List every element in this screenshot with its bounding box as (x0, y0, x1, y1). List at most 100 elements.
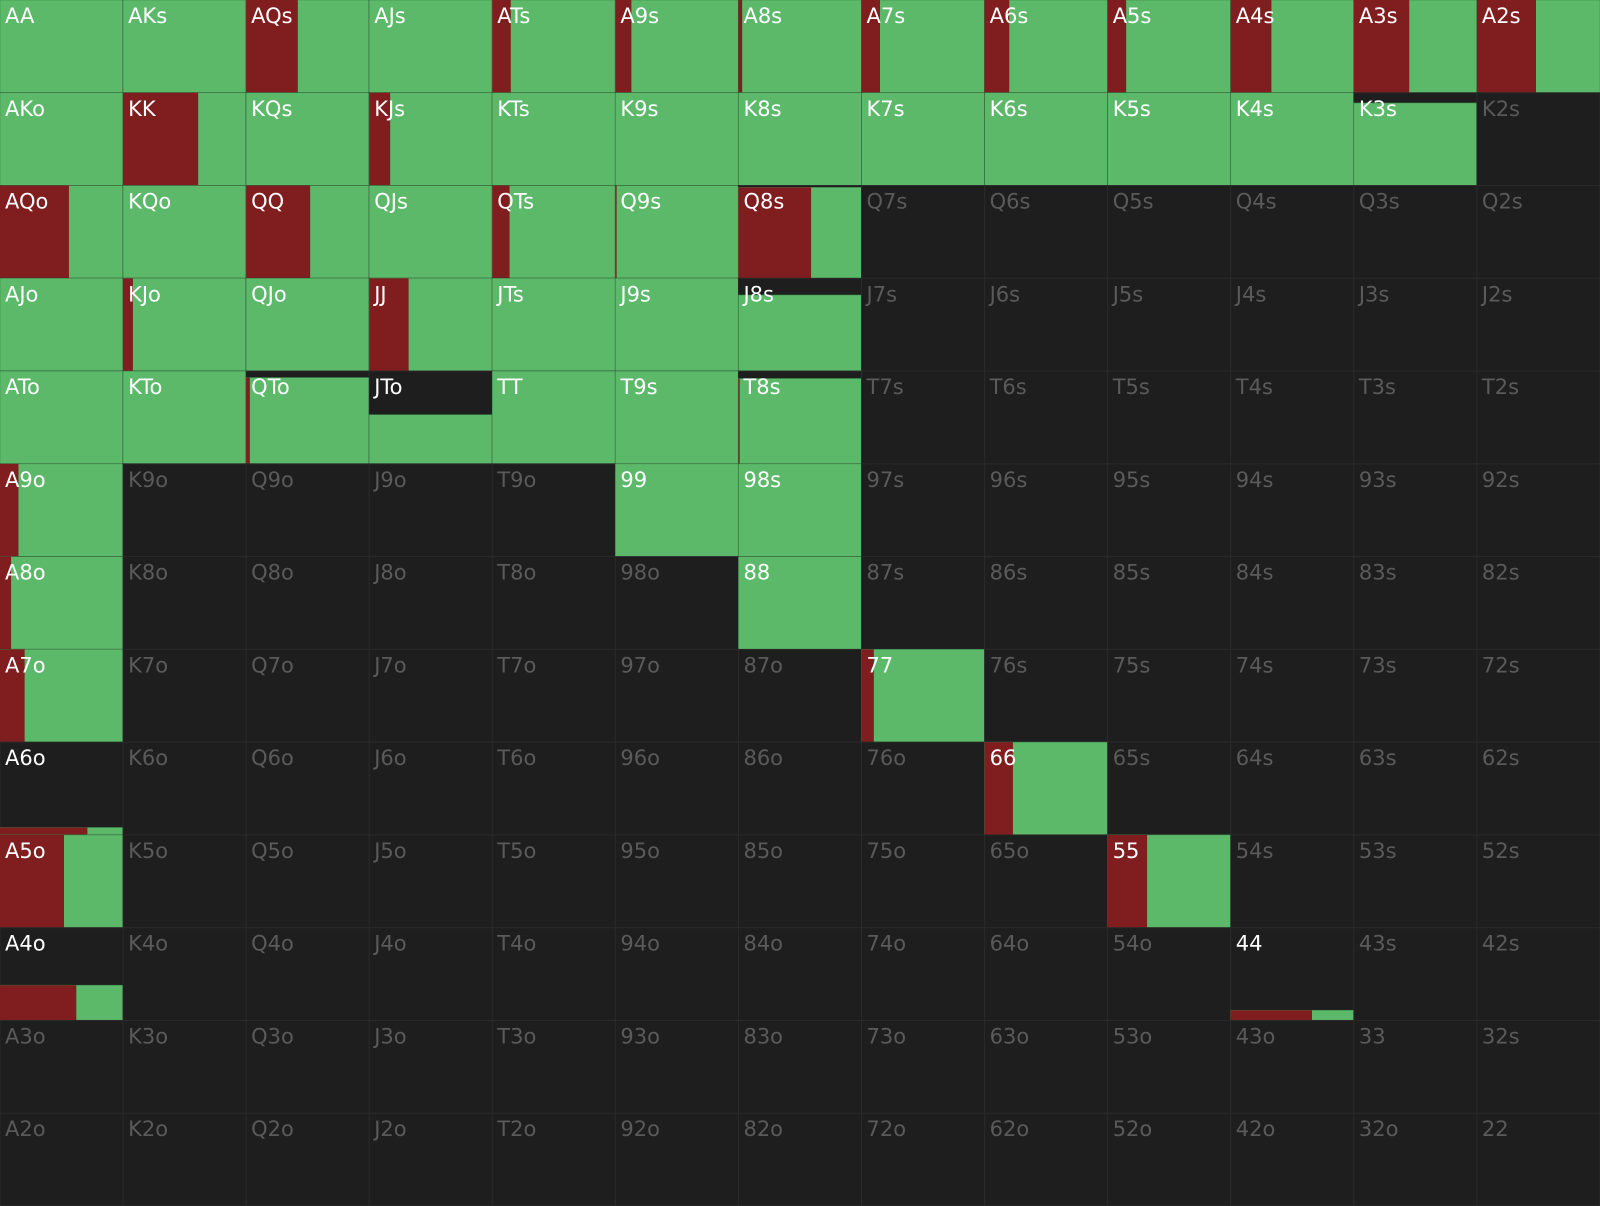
hand-cell[interactable] (984, 277, 1109, 372)
hand-cell[interactable] (1230, 927, 1355, 1021)
hand-cell[interactable] (122, 834, 247, 929)
hand-cell[interactable] (737, 648, 863, 743)
hand-cell[interactable] (1107, 463, 1232, 558)
hand-cell[interactable] (0, 1019, 124, 1114)
hand-cell[interactable] (491, 648, 616, 743)
hand-cell[interactable] (368, 556, 493, 650)
hand-cell[interactable] (122, 927, 247, 1021)
hand-cell[interactable] (861, 556, 986, 650)
hand-cell[interactable] (737, 927, 863, 1021)
hand-cell[interactable] (1353, 648, 1478, 743)
hand-cell[interactable] (984, 1019, 1109, 1114)
hand-cell[interactable] (245, 741, 370, 836)
hand-cell[interactable] (861, 185, 986, 279)
hand-cell[interactable] (1353, 277, 1478, 372)
hand-cell[interactable] (1107, 277, 1232, 372)
hand-cell[interactable] (491, 556, 616, 650)
hand-cell[interactable] (861, 927, 986, 1021)
hand-cell[interactable] (1353, 463, 1478, 558)
hand-label: J5s (1111, 282, 1144, 306)
hand-cell[interactable] (1230, 556, 1355, 650)
hand-cell[interactable] (368, 1112, 493, 1206)
hand-cell[interactable] (984, 834, 1109, 929)
hand-cell[interactable] (0, 741, 124, 836)
hand-cell[interactable] (1230, 741, 1355, 836)
hand-cell[interactable] (614, 1112, 739, 1206)
hand-cell[interactable] (491, 1112, 616, 1206)
hand-cell[interactable] (122, 741, 247, 836)
hand-cell[interactable] (1353, 370, 1478, 465)
hand-cell[interactable] (368, 834, 493, 929)
hand-cell[interactable] (737, 1112, 863, 1206)
hand-cell[interactable] (491, 1019, 616, 1114)
call-fill (245, 92, 370, 186)
hand-cell[interactable] (1107, 648, 1232, 743)
hand-cell[interactable] (1476, 92, 1600, 187)
hand-cell[interactable] (368, 741, 493, 836)
hand-cell[interactable] (1230, 1112, 1355, 1206)
hand-cell[interactable] (1230, 1019, 1355, 1114)
hand-cell[interactable] (1476, 927, 1600, 1021)
hand-cell[interactable] (1476, 1112, 1600, 1206)
hand-cell[interactable] (368, 648, 493, 743)
hand-cell[interactable] (122, 463, 247, 558)
hand-cell[interactable] (984, 1112, 1109, 1206)
hand-cell[interactable] (1476, 741, 1600, 836)
hand-cell[interactable] (122, 648, 247, 743)
hand-cell[interactable] (491, 741, 616, 836)
hand-cell[interactable] (368, 463, 493, 558)
hand-cell[interactable] (1476, 556, 1600, 650)
hand-cell[interactable] (1353, 185, 1478, 279)
hand-cell[interactable] (245, 834, 370, 929)
hand-cell[interactable] (984, 463, 1109, 558)
hand-cell[interactable] (1476, 370, 1600, 465)
hand-cell[interactable] (1230, 463, 1355, 558)
hand-cell[interactable] (984, 370, 1109, 465)
hand-cell[interactable] (368, 927, 493, 1021)
hand-cell[interactable] (984, 185, 1109, 279)
hand-cell[interactable] (1476, 463, 1600, 558)
hand-cell[interactable] (1107, 556, 1232, 650)
hand-label: J2o (372, 1117, 406, 1141)
hand-cell[interactable] (861, 834, 986, 929)
hand-cell[interactable] (491, 834, 616, 929)
hand-cell[interactable] (245, 927, 370, 1021)
hand-cell[interactable] (737, 741, 863, 836)
hand-label: 96s (990, 468, 1028, 492)
hand-cell[interactable] (1230, 834, 1355, 929)
hand-cell[interactable] (1353, 834, 1478, 929)
hand-cell[interactable] (1476, 277, 1600, 372)
hand-cell[interactable] (1230, 648, 1355, 743)
hand-cell[interactable] (861, 370, 986, 465)
hand-cell[interactable] (614, 927, 739, 1021)
hand-cell[interactable] (1230, 277, 1355, 372)
hand-cell[interactable] (861, 1019, 986, 1114)
hand-cell[interactable] (245, 648, 370, 743)
hand-cell[interactable] (122, 1019, 247, 1114)
call-fill (0, 556, 124, 650)
hand-cell[interactable] (984, 927, 1109, 1021)
hand-cell[interactable] (1107, 1112, 1232, 1206)
hand-cell[interactable] (1476, 648, 1600, 743)
hand-cell[interactable] (614, 1019, 739, 1114)
hand-cell[interactable] (1476, 1019, 1600, 1114)
hand-cell[interactable] (1107, 370, 1232, 465)
hand-cell[interactable] (614, 648, 739, 743)
hand-cell[interactable] (1230, 185, 1355, 279)
hand-cell[interactable] (1353, 741, 1478, 836)
hand-cell[interactable] (122, 1112, 247, 1206)
hand-cell[interactable] (1107, 927, 1232, 1021)
hand-cell[interactable] (0, 1112, 124, 1206)
hand-cell[interactable] (1107, 741, 1232, 836)
hand-cell[interactable] (245, 1112, 370, 1206)
hand-cell[interactable] (1353, 1112, 1478, 1206)
hand-cell[interactable] (984, 556, 1109, 650)
hand-cell[interactable] (861, 463, 986, 558)
hand-cell[interactable] (491, 463, 616, 558)
hand-cell[interactable] (122, 556, 247, 650)
hand-cell[interactable] (984, 648, 1109, 743)
hand-cell[interactable] (861, 1112, 986, 1206)
hand-cell[interactable] (1353, 556, 1478, 650)
hand-cell[interactable] (245, 463, 370, 558)
hand-cell[interactable] (1353, 927, 1478, 1021)
